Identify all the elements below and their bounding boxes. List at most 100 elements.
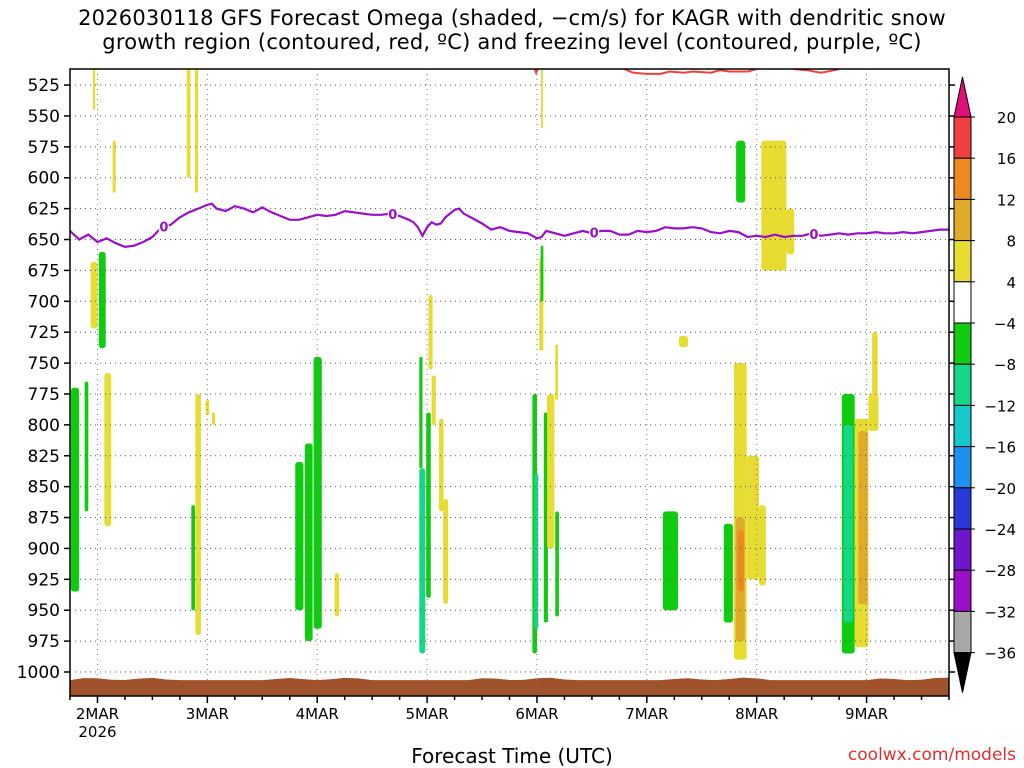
y-axis: 525 550 575 600 625 650 675 700 725 750 775 800 825 8… <box>17 76 955 683</box>
omega-cell <box>858 431 868 605</box>
plot-frame <box>69 68 950 697</box>
colorbar-swatch <box>953 487 972 530</box>
omega-cell <box>438 418 444 512</box>
x-tick-label: 8MAR <box>735 705 778 723</box>
omega-cell <box>195 393 201 635</box>
y-tick-label: 600 <box>28 169 60 189</box>
colorbar-swatch <box>953 281 972 324</box>
dgz-contour-line <box>533 69 539 76</box>
x-year-label: 2026 <box>78 723 116 741</box>
y-tick-label: 650 <box>28 231 60 251</box>
omega-cell <box>90 261 98 329</box>
y-tick-label: 700 <box>28 292 60 312</box>
colorbar-swatch <box>953 569 972 612</box>
omega-cell <box>662 511 678 611</box>
omega-cell <box>555 344 559 401</box>
colorbar-label: −36 <box>984 645 1016 663</box>
y-tick-label: 825 <box>28 447 60 467</box>
dgz-contour-line <box>623 69 757 75</box>
omega-cell <box>92 69 96 110</box>
colorbar-label: −32 <box>984 603 1016 621</box>
omega-cell <box>547 393 555 549</box>
colorbar-swatch <box>953 157 972 200</box>
freezing-level-label: 0 <box>159 221 168 236</box>
colorbar-swatch <box>953 446 972 489</box>
x-tick-label: 2MAR <box>76 705 119 723</box>
y-tick-label: 875 <box>28 509 60 529</box>
freezing-label-bg <box>158 218 169 234</box>
omega-cell <box>761 140 787 271</box>
omega-cell <box>431 375 436 425</box>
title-line-2: growth region (contoured, red, ºC) and f… <box>102 30 922 54</box>
omega-cell <box>304 443 313 642</box>
colorbar-label: −8 <box>994 356 1016 374</box>
freezing-level-label: 0 <box>388 208 397 223</box>
freezing-level-line <box>70 202 949 249</box>
omega-cell <box>84 381 89 512</box>
freezing-level-label: 0 <box>590 227 599 242</box>
colorbar-swatch <box>953 363 972 406</box>
omega-cell <box>540 245 544 302</box>
colorbar-label: 20 <box>997 109 1016 127</box>
y-tick-label: 675 <box>28 261 60 281</box>
y-tick-label: 575 <box>28 138 60 158</box>
y-tick-label: 750 <box>28 354 60 374</box>
omega-cell <box>419 468 426 654</box>
omega-cell <box>334 573 340 617</box>
chart-title: 2026030118 GFS Forecast Omega (shaded, −… <box>0 6 1024 54</box>
colorbar-swatch <box>953 610 972 654</box>
colorbar-label: 4 <box>1006 274 1016 292</box>
omega-cell <box>186 69 191 178</box>
terrain-fill <box>70 677 949 696</box>
credit-text: coolwx.com/models <box>847 745 1016 765</box>
title-line-1: 2026030118 GFS Forecast Omega (shaded, −… <box>78 6 946 30</box>
omega-cell <box>736 140 746 203</box>
omega-cell <box>443 499 449 605</box>
y-tick-label: 775 <box>28 385 60 405</box>
colorbar-under-arrow <box>953 652 972 693</box>
x-tick-label: 5MAR <box>406 705 449 723</box>
freezing-label-bg <box>387 206 398 222</box>
colorbar-swatch <box>953 404 972 448</box>
omega-cell <box>786 208 795 255</box>
colorbar-swatch <box>953 116 972 159</box>
x-tick-label: 9MAR <box>845 705 888 723</box>
omega-shading <box>70 69 879 660</box>
omega-cell <box>723 523 733 623</box>
omega-cell <box>295 461 304 611</box>
y-tick-label: 900 <box>28 539 60 559</box>
y-tick-label: 850 <box>28 478 60 498</box>
omega-cell <box>426 412 431 598</box>
y-tick-label: 525 <box>28 76 60 96</box>
grid-lines <box>70 69 949 696</box>
colorbar-label: −4 <box>994 315 1016 333</box>
x-axis-title: Forecast Time (UTC) <box>411 744 613 768</box>
terrain-band <box>70 677 949 696</box>
omega-cell <box>843 424 853 623</box>
omega-cell <box>868 393 879 432</box>
omega-cell <box>555 511 559 617</box>
dgz-contour-line <box>793 69 840 74</box>
freezing-label-bg <box>808 225 819 241</box>
y-tick-label: 975 <box>28 632 60 652</box>
omega-cell <box>759 505 766 586</box>
colorbar-over-arrow <box>953 76 972 118</box>
omega-cell <box>211 412 216 425</box>
colorbar-swatch <box>953 528 972 571</box>
omega-cell <box>70 387 80 592</box>
omega-cell <box>104 372 112 527</box>
colorbar-label: 12 <box>997 191 1016 209</box>
colorbar-label: −24 <box>984 521 1016 539</box>
colorbar-label: −12 <box>984 397 1016 415</box>
colorbar-swatch <box>953 240 972 283</box>
contours: 0 0 0 0 <box>70 69 949 249</box>
x-tick-label: 3MAR <box>186 705 229 723</box>
freezing-level-label: 0 <box>809 228 818 243</box>
y-tick-label: 950 <box>28 601 60 621</box>
colorbar-label: −28 <box>984 562 1016 580</box>
y-tick-label: 925 <box>28 570 60 590</box>
omega-cell <box>112 140 116 193</box>
omega-cell <box>534 474 539 629</box>
y-tick-label: 725 <box>28 323 60 343</box>
